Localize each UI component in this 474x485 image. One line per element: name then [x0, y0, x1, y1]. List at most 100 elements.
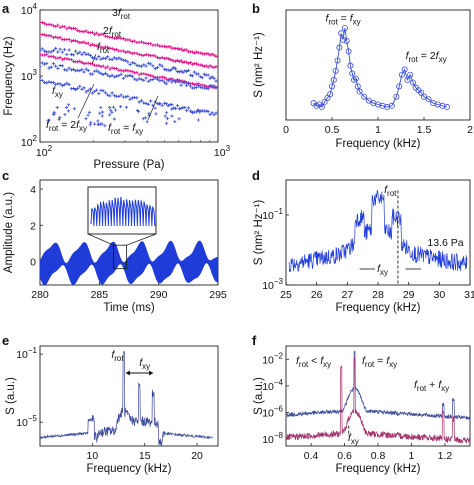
data-point	[112, 117, 116, 121]
data-point	[179, 106, 183, 111]
y-axis-label: S (nm² Hz⁻¹)	[253, 200, 265, 266]
x-axis-label: Frequency (kHz)	[336, 463, 421, 475]
data-point	[188, 109, 193, 113]
annotation-part: = 2	[418, 50, 436, 62]
annotation-part: rot	[417, 384, 427, 393]
data-point	[123, 58, 128, 63]
data-point	[149, 99, 153, 103]
data-point	[194, 62, 198, 66]
data-point	[40, 47, 44, 51]
data-point	[177, 80, 181, 84]
annotation-part: f	[97, 41, 101, 53]
data-point	[155, 55, 160, 60]
data-point	[356, 88, 363, 95]
data-point	[128, 73, 132, 77]
data-point	[40, 20, 44, 25]
annotation-part: f	[438, 379, 442, 391]
data-point	[47, 80, 51, 84]
data-point	[177, 59, 181, 64]
data-point	[71, 26, 76, 30]
data-point	[142, 41, 146, 45]
tick-exp: −4	[274, 378, 284, 387]
data-point	[351, 76, 358, 83]
data-point	[73, 88, 78, 92]
data-point	[172, 66, 176, 70]
data-point	[212, 84, 216, 88]
tick-base: 10	[16, 417, 28, 429]
data-point	[166, 56, 170, 61]
data-point	[65, 27, 69, 31]
data-point	[106, 35, 110, 39]
data-point	[69, 57, 73, 62]
data-point	[84, 117, 88, 121]
data-point	[100, 114, 104, 118]
data-point	[84, 67, 88, 71]
data-point	[58, 25, 62, 30]
data-point	[137, 77, 141, 81]
data-point	[166, 79, 170, 83]
y-axis-label: S (a.u.)	[5, 377, 17, 415]
data-point	[188, 73, 193, 77]
data-point	[45, 81, 49, 85]
data-point	[214, 54, 218, 58]
label-frot: frot	[111, 349, 124, 363]
data-point	[40, 52, 42, 56]
x-tick-label: 27	[341, 289, 353, 301]
data-point	[144, 101, 148, 106]
data-point	[166, 68, 170, 72]
data-point	[86, 61, 90, 65]
data-point	[388, 102, 395, 109]
data-point	[160, 78, 164, 82]
annotation-part: =	[338, 13, 350, 25]
data-point	[76, 40, 80, 44]
tick-exp: 4	[33, 2, 38, 11]
data-point	[214, 79, 218, 83]
data-point	[103, 91, 108, 95]
data-point	[393, 93, 400, 100]
data-point	[352, 75, 359, 82]
data-point	[119, 105, 123, 109]
data-point	[163, 114, 167, 118]
annotation-part: rot	[365, 360, 375, 369]
label-b-1: frot = 2fxy	[406, 50, 447, 64]
annotation-part: f	[406, 50, 410, 62]
data-point	[100, 110, 104, 114]
data-point	[135, 70, 139, 75]
data-point	[208, 64, 212, 68]
data-point	[210, 65, 214, 69]
data-point	[214, 111, 218, 115]
panel-label-c: c	[2, 168, 9, 183]
data-point	[190, 81, 194, 86]
data-point	[45, 52, 49, 57]
data-point	[172, 78, 176, 82]
annotation-part: f	[296, 355, 300, 367]
label-fxy: fxy	[139, 357, 150, 371]
data-point	[173, 80, 178, 84]
data-point	[321, 98, 328, 105]
y-tick-label: 103	[21, 68, 38, 83]
data-point	[78, 69, 82, 73]
x-tick-label: 26	[311, 289, 323, 301]
data-point	[67, 83, 71, 87]
data-point	[183, 81, 187, 85]
data-point	[185, 48, 189, 52]
data-point	[99, 106, 103, 110]
data-point	[146, 53, 150, 57]
data-point	[185, 69, 189, 74]
data-point	[196, 72, 200, 76]
data-point	[179, 83, 183, 87]
data-point	[158, 56, 162, 60]
data-point	[58, 115, 62, 120]
data-point	[212, 65, 216, 70]
data-point	[119, 93, 123, 97]
y-tick-label: 10−8	[262, 431, 283, 446]
y-tick-label: 4	[30, 184, 36, 196]
data-point	[208, 53, 212, 57]
data-point	[124, 105, 129, 109]
data-point	[115, 67, 119, 71]
x-tick-label: 1.5	[417, 124, 432, 136]
tick-base: 10	[262, 381, 274, 393]
data-point	[128, 69, 132, 73]
data-point	[96, 119, 100, 123]
data-point	[158, 75, 162, 80]
